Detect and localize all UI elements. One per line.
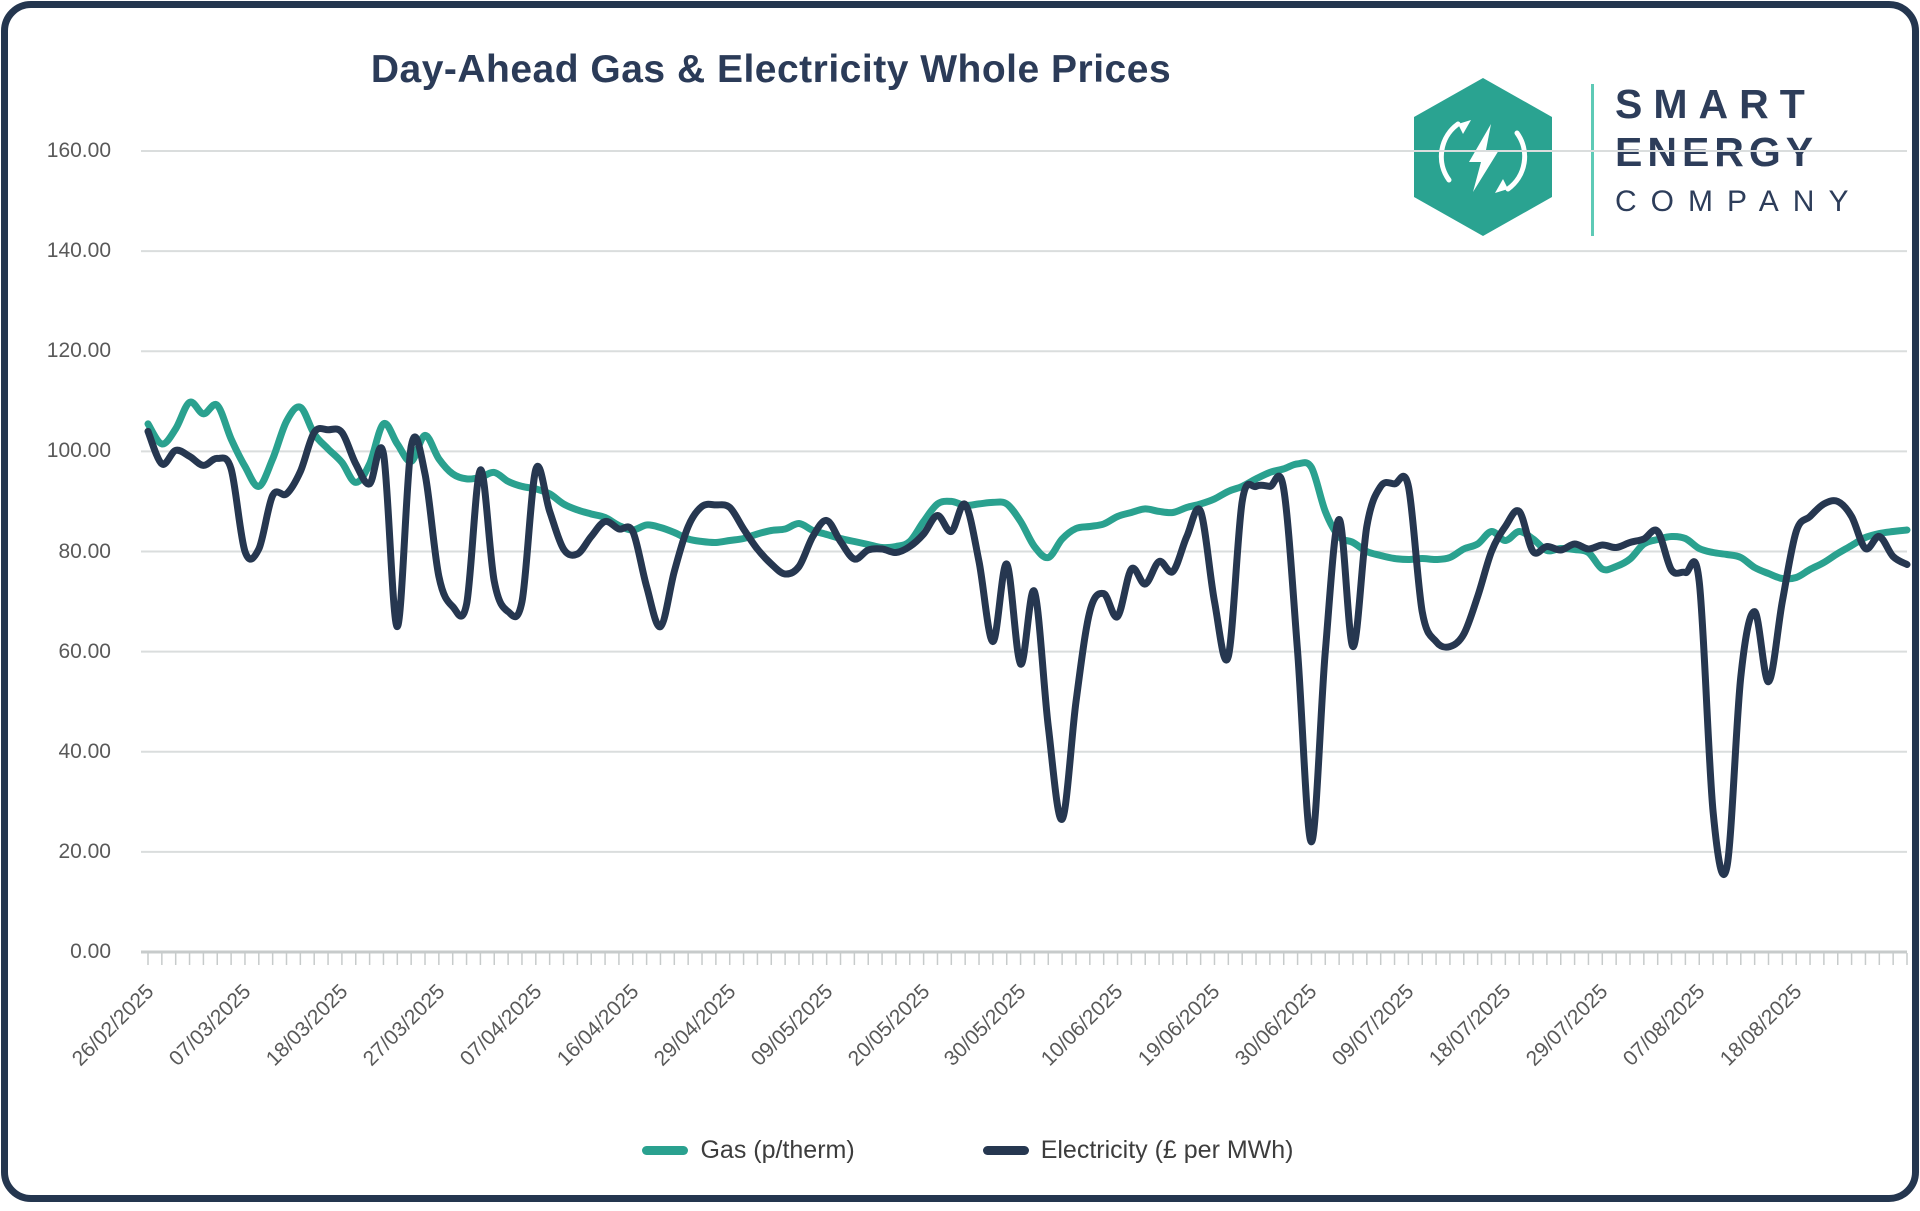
legend-item-electricity: Electricity (£ per MWh) [982,1136,1294,1165]
gas-line-swatch [642,1146,689,1155]
series-line-electricity [144,424,1911,878]
y-tick-label: 120.00 [46,339,111,363]
chart-legend: Gas (p/therm) Electricity (£ per MWh) [8,1136,1920,1165]
logo-line-company: COMPANY [1615,185,1863,218]
y-tick-label: 100.00 [46,439,111,463]
page-title: Day-Ahead Gas & Electricity Whole Prices [370,48,1172,91]
legend-label-gas: Gas (p/therm) [700,1136,855,1164]
y-tick-label: 0.00 [70,940,111,963]
logo-divider [1591,84,1594,236]
legend-item-gas: Gas (p/therm) [642,1136,855,1165]
series-line-gas [144,398,1911,583]
y-tick-label: 60.00 [58,639,111,663]
logo-line-smart: SMART [1615,81,1816,127]
y-tick-label: 20.00 [58,839,111,863]
y-tick-label: 40.00 [58,739,111,763]
y-tick-label: 160.00 [46,139,111,162]
y-tick-label: 80.00 [58,539,111,563]
electricity-line-swatch [982,1146,1029,1155]
legend-label-electricity: Electricity (£ per MWh) [1040,1136,1294,1164]
line-chart-plot [141,150,1911,965]
y-tick-label: 140.00 [46,239,111,263]
